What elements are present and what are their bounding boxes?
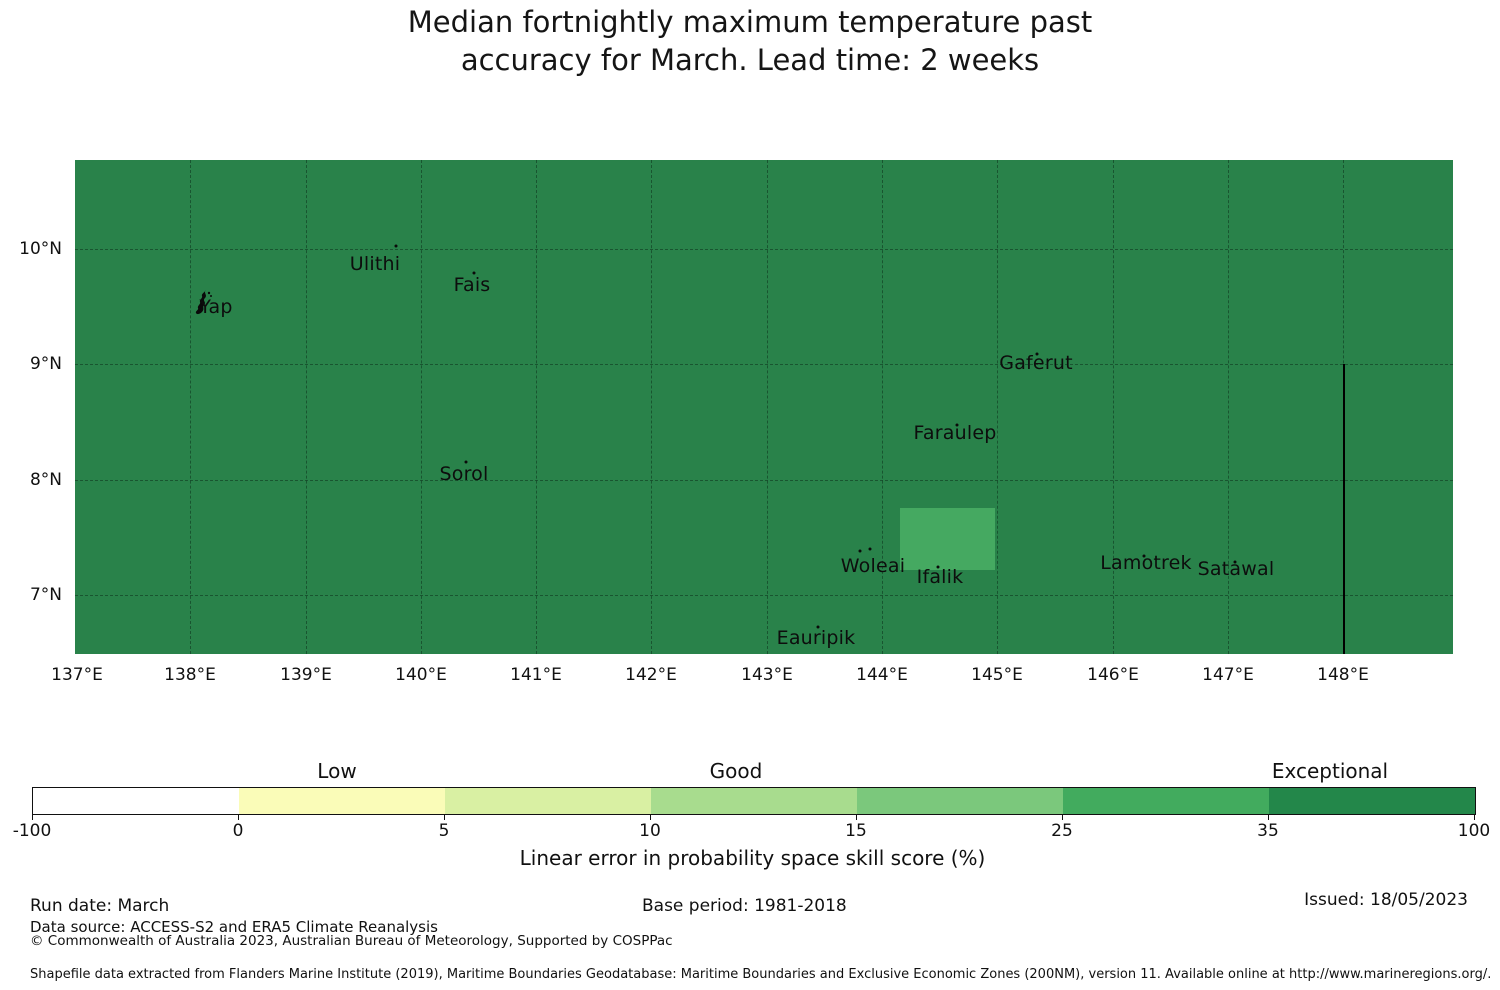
skill-score-cell bbox=[900, 508, 995, 570]
colorbar-segment bbox=[1063, 788, 1269, 814]
island-dot bbox=[868, 547, 872, 551]
island-label: Ifalik bbox=[916, 566, 964, 588]
chart-title-line2: accuracy for March. Lead time: 2 weeks bbox=[460, 43, 1040, 77]
longitude-gridline bbox=[997, 160, 998, 654]
colorbar-category-label: Good bbox=[709, 759, 763, 783]
colorbar-tick bbox=[1062, 815, 1063, 820]
colorbar-tick-label: 15 bbox=[845, 821, 867, 841]
longitude-gridline bbox=[1113, 160, 1114, 654]
island-label: Faraulep bbox=[913, 422, 997, 444]
yap-island-shape bbox=[195, 290, 212, 315]
latitude-gridline bbox=[75, 480, 1453, 481]
colorbar-segment bbox=[651, 788, 857, 814]
longitude-gridline bbox=[536, 160, 537, 654]
x-tick-label: 140°E bbox=[395, 665, 447, 685]
y-tick-label: 10°N bbox=[19, 239, 62, 259]
island-dot bbox=[858, 549, 862, 553]
island-label: Eauripik bbox=[776, 627, 856, 649]
colorbar-axis-label: Linear error in probability space skill … bbox=[519, 846, 986, 870]
longitude-gridline bbox=[767, 160, 768, 654]
island-label: Lamotrek bbox=[1100, 552, 1192, 574]
colorbar-tick-label: -100 bbox=[12, 821, 52, 841]
base-period-text: Base period: 1981-2018 bbox=[642, 896, 847, 916]
y-tick-label: 7°N bbox=[29, 585, 62, 605]
colorbar-segment bbox=[33, 788, 239, 814]
island-dot bbox=[1035, 352, 1039, 356]
island-label: Yap bbox=[199, 296, 233, 318]
colorbar-segment bbox=[239, 788, 445, 814]
x-tick-label: 138°E bbox=[164, 665, 216, 685]
colorbar-tick bbox=[444, 815, 445, 820]
y-tick-label: 8°N bbox=[29, 470, 62, 490]
longitude-gridline bbox=[306, 160, 307, 654]
maritime-boundary-line bbox=[1343, 364, 1345, 654]
x-tick-label: 144°E bbox=[856, 665, 908, 685]
x-tick-label: 143°E bbox=[741, 665, 793, 685]
colorbar-tick bbox=[1268, 815, 1269, 820]
x-tick-label: 148°E bbox=[1317, 665, 1369, 685]
island-dot bbox=[394, 244, 398, 248]
colorbar-category-label: Exceptional bbox=[1271, 759, 1389, 783]
island-dot bbox=[955, 423, 959, 427]
x-tick-label: 147°E bbox=[1202, 665, 1254, 685]
island-label: Fais bbox=[453, 274, 491, 296]
island-label: Gaferut bbox=[999, 352, 1073, 374]
chart-title: Median fortnightly maximum temperature p… bbox=[0, 3, 1500, 79]
map-panel: Yap Ulithi Fais Sorol Gaferut Faraulep Woleai I… bbox=[75, 160, 1453, 654]
island-dot bbox=[464, 460, 468, 464]
island-label: Satawal bbox=[1197, 558, 1275, 580]
copyright-text: © Commonwealth of Australia 2023, Austra… bbox=[30, 933, 673, 949]
issued-date-text: Issued: 18/05/2023 bbox=[1304, 890, 1468, 910]
longitude-gridline bbox=[882, 160, 883, 654]
colorbar-tick-label: 0 bbox=[232, 821, 244, 841]
longitude-gridline bbox=[190, 160, 191, 654]
island-dot bbox=[816, 625, 820, 629]
shapefile-attribution-text: Shapefile data extracted from Flanders M… bbox=[30, 967, 1492, 982]
chart-title-line1: Median fortnightly maximum temperature p… bbox=[407, 5, 1093, 39]
island-label: Ulithi bbox=[349, 253, 401, 275]
island-dot bbox=[1233, 560, 1237, 564]
run-date-text: Run date: March bbox=[30, 896, 170, 916]
data-source-text: Data source: ACCESS-S2 and ERA5 Climate … bbox=[30, 918, 438, 936]
latitude-gridline bbox=[75, 595, 1453, 596]
colorbar-segment bbox=[1269, 788, 1475, 814]
colorbar-tick bbox=[1474, 815, 1475, 820]
x-tick-label: 137°E bbox=[51, 665, 103, 685]
longitude-gridline bbox=[651, 160, 652, 654]
colorbar-segment bbox=[857, 788, 1063, 814]
longitude-gridline bbox=[1228, 160, 1229, 654]
island-label: Woleai bbox=[840, 555, 906, 577]
x-tick-label: 145°E bbox=[971, 665, 1023, 685]
colorbar-tick-label: 10 bbox=[639, 821, 661, 841]
island-label: Sorol bbox=[439, 463, 489, 485]
colorbar-tick bbox=[32, 815, 33, 820]
colorbar-tick bbox=[856, 815, 857, 820]
latitude-gridline bbox=[75, 364, 1453, 365]
longitude-gridline bbox=[421, 160, 422, 654]
y-tick-label: 9°N bbox=[29, 354, 62, 374]
colorbar-tick-label: 100 bbox=[1457, 821, 1491, 841]
colorbar-tick-label: 5 bbox=[438, 821, 450, 841]
x-tick-label: 146°E bbox=[1087, 665, 1139, 685]
colorbar-tick bbox=[238, 815, 239, 820]
island-dot bbox=[472, 271, 476, 275]
colorbar bbox=[32, 787, 1476, 815]
x-tick-label: 142°E bbox=[625, 665, 677, 685]
x-tick-label: 139°E bbox=[280, 665, 332, 685]
x-tick-label: 141°E bbox=[510, 665, 562, 685]
colorbar-tick-label: 35 bbox=[1257, 821, 1279, 841]
colorbar-tick-label: 25 bbox=[1051, 821, 1073, 841]
island-dot bbox=[1142, 554, 1146, 558]
colorbar-segment bbox=[445, 788, 651, 814]
island-dot bbox=[936, 565, 940, 569]
latitude-gridline bbox=[75, 249, 1453, 250]
colorbar-tick bbox=[650, 815, 651, 820]
colorbar-category-label: Low bbox=[317, 759, 357, 783]
